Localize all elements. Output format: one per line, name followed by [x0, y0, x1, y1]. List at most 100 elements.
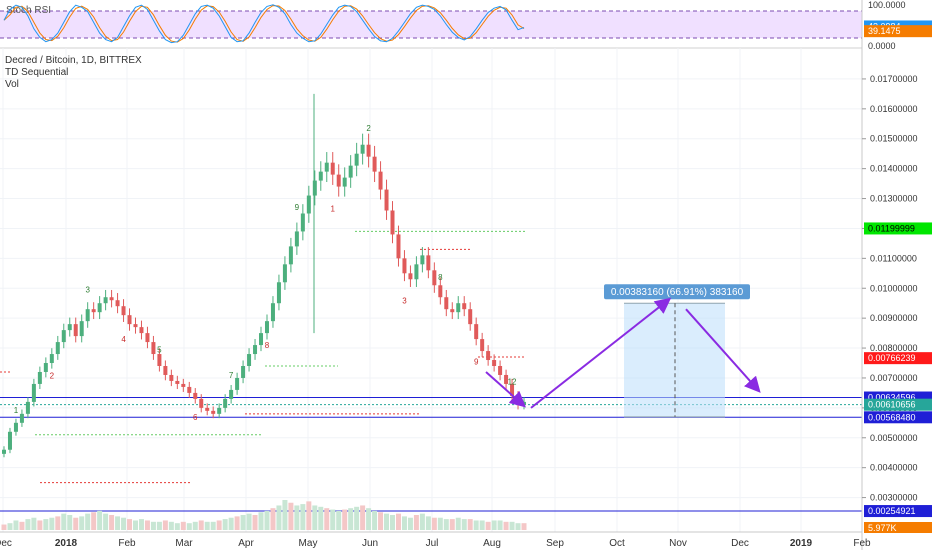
candle-body[interactable]	[330, 162, 335, 175]
candlesticks[interactable]	[2, 93, 526, 458]
candle-body[interactable]	[181, 383, 186, 387]
measure-tool[interactable]: 0.00383160 (66.91%) 383160	[604, 284, 750, 418]
candle-body[interactable]	[55, 342, 60, 355]
stoch-k-line	[3, 4, 525, 44]
candle-body[interactable]	[145, 333, 150, 343]
time-axis[interactable]: Dec 2018 Feb Mar Apr May Jun Jul Aug Sep Oct Nov Dec…	[0, 538, 871, 549]
candle-body[interactable]	[486, 351, 491, 361]
volume-bar	[306, 501, 312, 530]
candle-body[interactable]	[384, 189, 389, 211]
candle-body[interactable]	[73, 324, 78, 337]
candle-body[interactable]	[504, 374, 509, 384]
candle-body[interactable]	[139, 327, 144, 334]
candle-body[interactable]	[426, 255, 431, 271]
candle-body[interactable]	[163, 366, 168, 375]
candle-body[interactable]	[133, 324, 138, 328]
candle-body[interactable]	[498, 366, 503, 375]
candle-body[interactable]	[432, 270, 437, 286]
projection-arrow[interactable]	[485, 371, 526, 408]
candle-body[interactable]	[456, 303, 461, 313]
candle-body[interactable]	[408, 273, 413, 280]
candle-body[interactable]	[67, 324, 72, 331]
candle-body[interactable]	[187, 386, 192, 393]
candle-body[interactable]	[282, 264, 287, 283]
candle-body[interactable]	[348, 165, 353, 178]
candle-body[interactable]	[175, 380, 180, 384]
candle-body[interactable]	[61, 330, 66, 343]
candle-body[interactable]	[247, 354, 252, 366]
candle-body[interactable]	[259, 333, 264, 346]
candle-body[interactable]	[294, 231, 299, 247]
candle-body[interactable]	[510, 383, 515, 396]
candle-body[interactable]	[109, 297, 114, 301]
candle-body[interactable]	[312, 180, 317, 196]
candle-body[interactable]	[450, 309, 455, 313]
candle-body[interactable]	[37, 371, 42, 384]
candle-body[interactable]	[193, 392, 198, 399]
price-axis[interactable]: 0.01700000 0.01600000 0.01500000 0.01400000…	[862, 74, 918, 503]
candle-body[interactable]	[366, 144, 371, 157]
candle-body[interactable]	[229, 389, 234, 399]
candle-body[interactable]	[43, 363, 48, 372]
candle-body[interactable]	[217, 407, 222, 414]
candle-body[interactable]	[318, 171, 323, 181]
candle-body[interactable]	[49, 354, 54, 364]
candle-body[interactable]	[354, 153, 359, 166]
candle-body[interactable]	[336, 174, 341, 187]
candle-body[interactable]	[199, 398, 204, 408]
candle-body[interactable]	[223, 398, 228, 408]
candle-body[interactable]	[97, 303, 102, 313]
candle-body[interactable]	[402, 258, 407, 274]
candle-body[interactable]	[127, 315, 132, 325]
candle-body[interactable]	[121, 306, 126, 316]
candle-body[interactable]	[115, 300, 120, 307]
price-tick-label: 0.01700000	[870, 74, 918, 84]
candle-body[interactable]	[378, 171, 383, 190]
candle-body[interactable]	[264, 321, 269, 334]
candle-body[interactable]	[438, 285, 443, 298]
candle-body[interactable]	[235, 377, 240, 390]
candle-body[interactable]	[25, 401, 30, 414]
candle-body[interactable]	[151, 342, 156, 355]
candle-body[interactable]	[414, 264, 419, 280]
candle-body[interactable]	[205, 407, 210, 411]
candle-body[interactable]	[300, 213, 305, 232]
candle-body[interactable]	[270, 303, 275, 322]
candle-body[interactable]	[396, 234, 401, 259]
candle-body[interactable]	[85, 309, 90, 322]
candle-body[interactable]	[79, 321, 84, 337]
candle-body[interactable]	[360, 144, 365, 154]
candle-body[interactable]	[480, 339, 485, 352]
candle-body[interactable]	[288, 246, 293, 265]
candle-body[interactable]	[372, 156, 377, 172]
candle-body[interactable]	[390, 210, 395, 235]
candle-body[interactable]	[31, 383, 36, 402]
candle-body[interactable]	[462, 303, 467, 310]
candle-body[interactable]	[13, 422, 18, 432]
candle-body[interactable]	[342, 177, 347, 187]
projection-arrow[interactable]	[530, 297, 672, 409]
candle-body[interactable]	[324, 162, 329, 172]
candle-body[interactable]	[91, 309, 96, 313]
candle-body[interactable]	[2, 449, 6, 454]
candle-body[interactable]	[211, 410, 216, 414]
candle-body[interactable]	[492, 360, 497, 366]
candle-body[interactable]	[169, 374, 174, 381]
candle-body[interactable]	[306, 195, 311, 214]
candle-body[interactable]	[474, 324, 479, 340]
candle-body[interactable]	[468, 309, 473, 325]
candle-body[interactable]	[241, 366, 246, 378]
candle-body[interactable]	[19, 413, 24, 423]
candle-body[interactable]	[444, 297, 449, 310]
candle-body[interactable]	[276, 282, 281, 304]
candle-body[interactable]	[420, 255, 425, 265]
stoch-rsi-pane[interactable]: Stoch RSI	[0, 4, 862, 44]
projection-arrows[interactable]	[485, 297, 761, 409]
candle-body[interactable]	[253, 345, 258, 355]
projection-arrow[interactable]	[685, 308, 761, 393]
candle-body[interactable]	[7, 431, 12, 450]
candle-body[interactable]	[157, 354, 162, 366]
candle-body[interactable]	[103, 297, 108, 304]
